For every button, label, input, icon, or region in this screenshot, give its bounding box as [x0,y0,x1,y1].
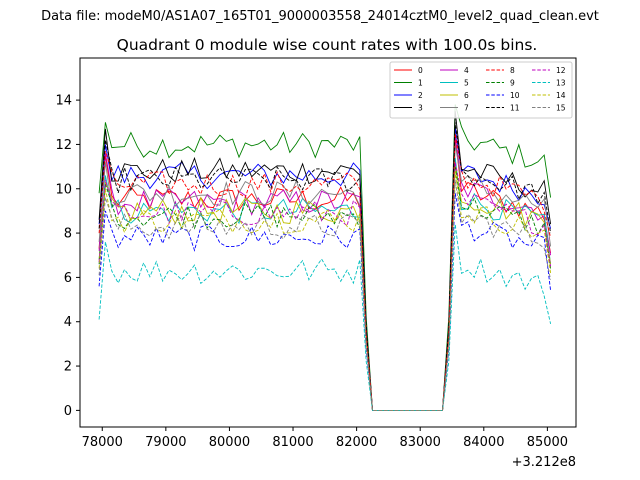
legend-label-5: 5 [464,78,469,87]
x-tick-label: 83000 [400,435,441,450]
plot-frame [79,57,577,428]
y-axis: 0 2 4 6 8 10 12 14 [55,94,80,419]
x-tick-label: 84000 [463,435,504,450]
x-tick-label: 81000 [272,435,313,450]
legend-label-10: 10 [510,91,520,100]
legend-label-1: 1 [418,78,423,87]
y-tick-label: 8 [64,227,72,242]
series-line-6 [98,164,552,411]
series-line-10 [98,193,552,411]
figure-suptitle: Data file: modeM0/AS1A07_165T01_90000035… [41,9,599,24]
legend-label-14: 14 [556,91,566,100]
legend-label-15: 15 [556,103,566,112]
y-tick-label: 12 [55,138,72,153]
y-tick-label: 10 [55,182,72,197]
series-line-7 [98,144,552,411]
legend-label-8: 8 [510,66,515,75]
legend-label-0: 0 [418,66,423,75]
plot-lines [98,104,552,411]
legend-label-6: 6 [464,91,469,100]
series-line-15 [98,179,552,411]
legend-label-12: 12 [556,66,566,75]
series-line-8 [98,133,552,411]
chart-title: Quadrant 0 module wise count rates with … [117,36,538,54]
y-tick-label: 4 [64,315,72,330]
legend-label-2: 2 [418,91,423,100]
series-line-3 [98,111,552,411]
series-line-1 [98,104,552,411]
legend-label-9: 9 [510,78,515,87]
x-tick-label: 82000 [336,435,377,450]
y-tick-label: 0 [64,404,72,419]
series-line-14 [98,170,552,411]
legend-label-4: 4 [464,66,469,75]
y-tick-label: 2 [64,360,72,375]
x-offset-label: +3.212e8 [512,455,576,470]
y-tick-label: 14 [55,94,72,109]
legend-label-3: 3 [418,103,423,112]
x-tick-label: 80000 [209,435,250,450]
x-tick-label: 78000 [82,435,123,450]
series-line-13 [98,224,552,411]
series-line-4 [98,135,552,411]
legend-label-11: 11 [510,103,520,112]
x-tick-label: 79000 [145,435,186,450]
legend-label-7: 7 [464,103,469,112]
legend-frame [389,61,573,119]
y-tick-label: 6 [64,271,72,286]
legend-label-13: 13 [556,78,566,87]
x-tick-label: 85000 [527,435,568,450]
x-axis: 78000 79000 80000 81000 82000 83000 84000 85000 [82,427,568,450]
